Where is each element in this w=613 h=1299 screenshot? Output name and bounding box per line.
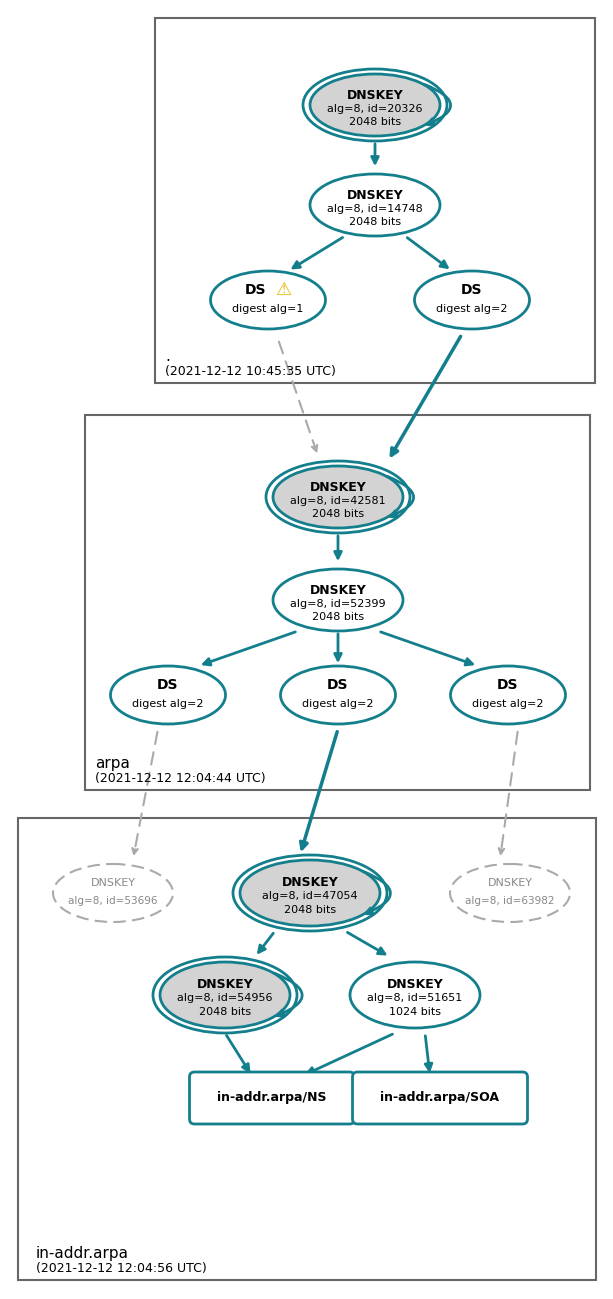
Text: 2048 bits: 2048 bits — [199, 1007, 251, 1017]
Bar — [155, 18, 595, 383]
Text: DS: DS — [245, 283, 267, 297]
Text: digest alg=2: digest alg=2 — [436, 304, 508, 314]
Text: DS: DS — [461, 283, 483, 297]
Text: alg=8, id=53696: alg=8, id=53696 — [68, 896, 158, 905]
Text: ⚠: ⚠ — [275, 281, 291, 299]
Text: 2048 bits: 2048 bits — [284, 905, 336, 914]
Text: DS: DS — [158, 678, 179, 692]
Text: alg=8, id=54956: alg=8, id=54956 — [177, 992, 273, 1003]
FancyBboxPatch shape — [189, 1072, 354, 1124]
Text: (2021-12-12 12:04:44 UTC): (2021-12-12 12:04:44 UTC) — [95, 772, 265, 785]
Text: DS: DS — [327, 678, 349, 692]
Ellipse shape — [450, 864, 570, 922]
Text: digest alg=2: digest alg=2 — [472, 699, 544, 709]
Ellipse shape — [160, 963, 290, 1028]
Text: 2048 bits: 2048 bits — [349, 217, 401, 227]
FancyArrowPatch shape — [424, 84, 451, 125]
Text: alg=8, id=14748: alg=8, id=14748 — [327, 204, 423, 214]
FancyBboxPatch shape — [352, 1072, 528, 1124]
FancyArrowPatch shape — [387, 477, 414, 517]
Text: in-addr.arpa/SOA: in-addr.arpa/SOA — [381, 1091, 500, 1104]
Text: DNSKEY: DNSKEY — [91, 878, 135, 889]
Text: DNSKEY: DNSKEY — [487, 878, 533, 889]
Text: 2048 bits: 2048 bits — [312, 612, 364, 622]
Text: alg=8, id=20326: alg=8, id=20326 — [327, 104, 423, 114]
Text: in-addr.arpa/NS: in-addr.arpa/NS — [217, 1091, 327, 1104]
Ellipse shape — [451, 666, 566, 724]
Text: DNSKEY: DNSKEY — [197, 978, 253, 991]
FancyArrowPatch shape — [363, 872, 390, 914]
Bar — [85, 414, 590, 790]
Text: .: . — [165, 349, 170, 364]
Text: alg=8, id=52399: alg=8, id=52399 — [290, 599, 386, 609]
Ellipse shape — [414, 271, 530, 329]
Ellipse shape — [110, 666, 226, 724]
Text: alg=8, id=47054: alg=8, id=47054 — [262, 891, 358, 902]
Text: alg=8, id=51651: alg=8, id=51651 — [367, 992, 463, 1003]
Text: digest alg=2: digest alg=2 — [132, 699, 204, 709]
Text: alg=8, id=63982: alg=8, id=63982 — [465, 896, 555, 905]
Text: DNSKEY: DNSKEY — [346, 188, 403, 201]
Ellipse shape — [310, 74, 440, 136]
Bar — [18, 818, 596, 1280]
Text: DS: DS — [497, 678, 519, 692]
Text: (2021-12-12 10:45:35 UTC): (2021-12-12 10:45:35 UTC) — [165, 365, 336, 378]
Ellipse shape — [210, 271, 326, 329]
Text: 2048 bits: 2048 bits — [312, 509, 364, 520]
Text: 2048 bits: 2048 bits — [349, 117, 401, 127]
Text: (2021-12-12 12:04:56 UTC): (2021-12-12 12:04:56 UTC) — [36, 1263, 207, 1276]
Text: in-addr.arpa: in-addr.arpa — [36, 1246, 129, 1261]
Text: DNSKEY: DNSKEY — [346, 88, 403, 101]
Ellipse shape — [240, 860, 380, 926]
Text: DNSKEY: DNSKEY — [387, 978, 443, 991]
Text: DNSKEY: DNSKEY — [310, 481, 367, 494]
Ellipse shape — [350, 963, 480, 1028]
Text: DNSKEY: DNSKEY — [310, 583, 367, 596]
Ellipse shape — [53, 864, 173, 922]
Text: 1024 bits: 1024 bits — [389, 1007, 441, 1017]
Text: DNSKEY: DNSKEY — [281, 876, 338, 889]
Text: digest alg=1: digest alg=1 — [232, 304, 303, 314]
Ellipse shape — [273, 569, 403, 631]
Ellipse shape — [273, 466, 403, 527]
Text: alg=8, id=42581: alg=8, id=42581 — [290, 496, 386, 507]
Ellipse shape — [310, 174, 440, 236]
FancyArrowPatch shape — [275, 973, 302, 1016]
Ellipse shape — [281, 666, 395, 724]
Text: arpa: arpa — [95, 756, 130, 772]
Text: digest alg=2: digest alg=2 — [302, 699, 374, 709]
